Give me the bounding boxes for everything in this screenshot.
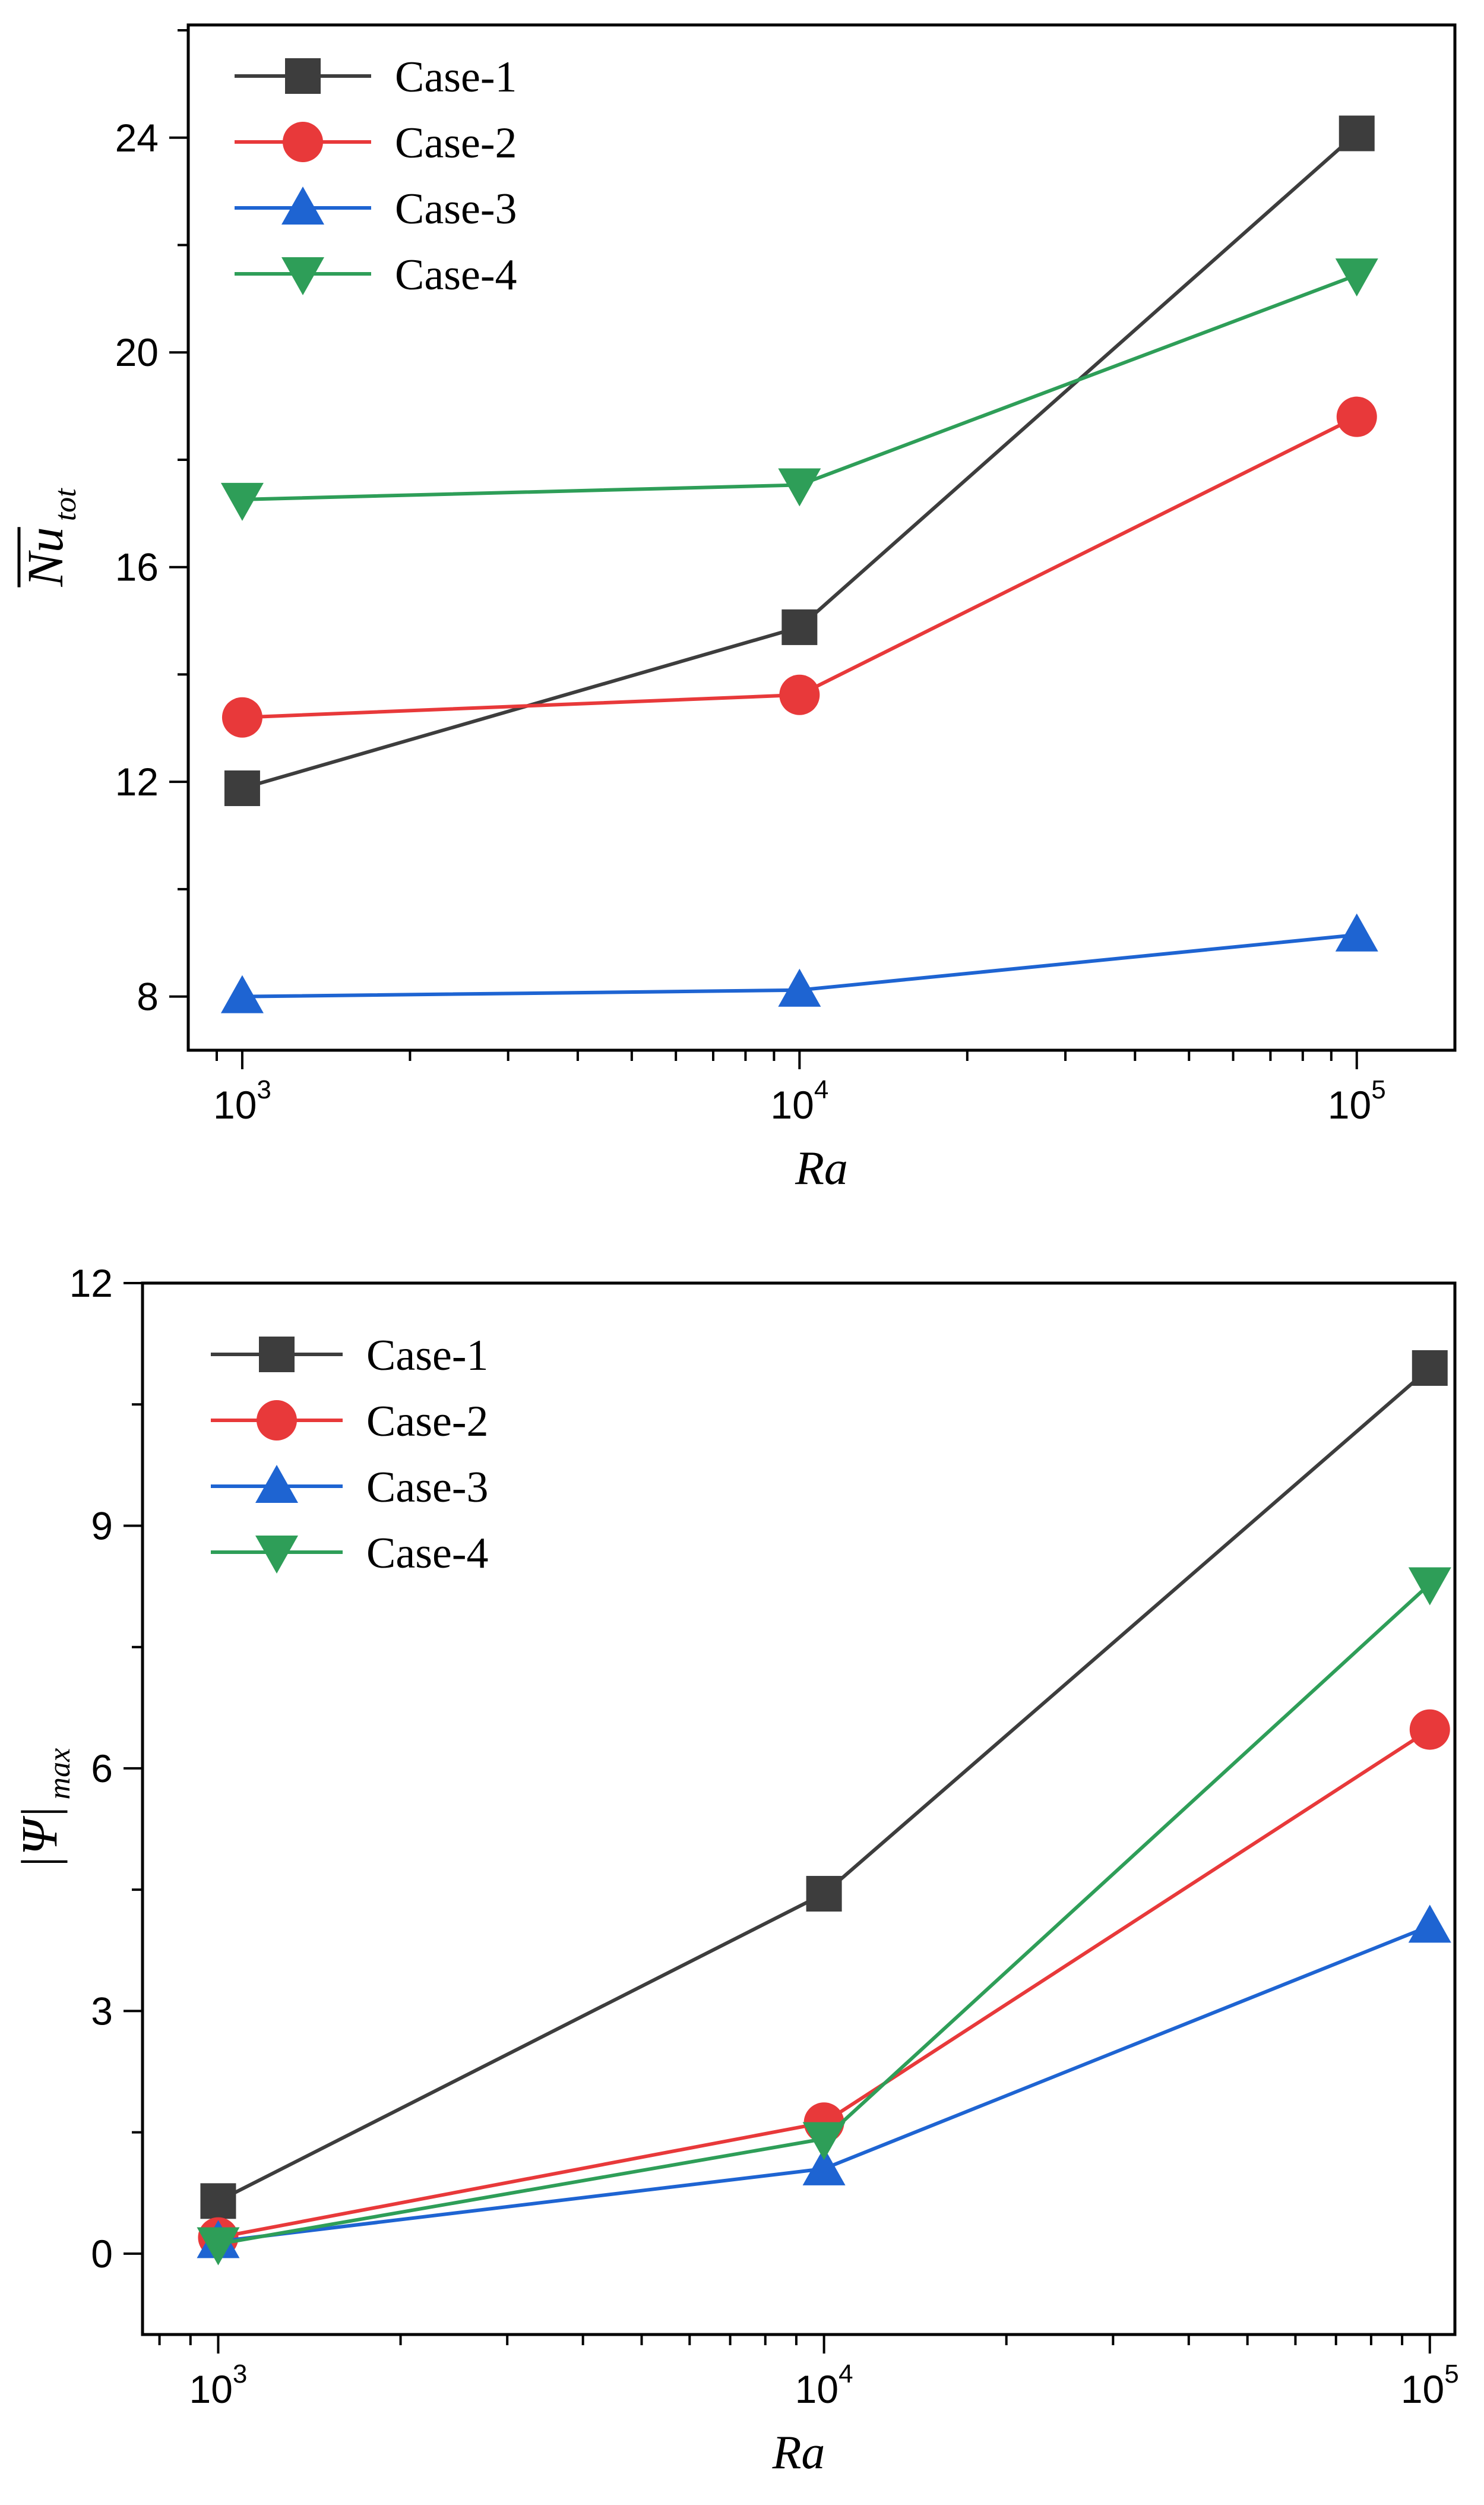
series-case-4 [220, 258, 1378, 521]
legend-label: Case-3 [366, 1463, 489, 1512]
y-tick-label: 9 [91, 1503, 113, 1547]
legend-marker [285, 58, 321, 94]
legend-item: Case-2 [211, 1397, 489, 1446]
legend-item: Case-2 [235, 119, 517, 168]
plot-frame [186, 23, 1457, 1052]
legend-label: Case-1 [366, 1331, 489, 1380]
data-point [1408, 1567, 1451, 1606]
y-tick-label: 16 [115, 545, 159, 589]
x-axis-title: Ra [772, 2427, 825, 2479]
legend-marker [281, 257, 324, 295]
x-tick-label: 104 [770, 1075, 828, 1127]
data-point [779, 674, 820, 715]
legend-marker [255, 1465, 298, 1503]
y-tick-label: 8 [137, 975, 159, 1019]
legend-item: Case-1 [235, 53, 517, 102]
legend-label: Case-4 [366, 1529, 489, 1578]
svg-text:Nutot: Nu tot [17, 488, 83, 587]
y-tick-label: 12 [115, 760, 159, 804]
y-axis-title: Nu tot [17, 488, 83, 587]
legend-label: Case-1 [395, 53, 517, 102]
plot-frame [141, 1281, 1457, 2336]
y-axis-title-sub: max [43, 1748, 77, 1800]
legend-label: Case-2 [395, 119, 517, 168]
legend: Case-1 Case-2 Case-3 Case-4 [211, 1331, 489, 1578]
data-point [222, 697, 262, 738]
x-tick-label: 105 [1328, 1075, 1386, 1127]
legend-item: Case-3 [235, 185, 517, 233]
y-tick-label: 24 [115, 116, 159, 160]
data-point [1339, 115, 1375, 151]
legend-marker [259, 1337, 295, 1372]
legend-item: Case-1 [211, 1331, 489, 1380]
data-point [1335, 913, 1378, 952]
legend-label: Case-2 [366, 1397, 489, 1446]
y-tick-label: 20 [115, 330, 159, 374]
data-point [778, 968, 821, 1007]
y-axis-title: |Ψ| max [11, 1748, 77, 1869]
data-point [1409, 1709, 1450, 1750]
legend-marker [281, 187, 324, 225]
data-point [806, 1875, 842, 1912]
x-tick-label: 104 [795, 2359, 853, 2411]
x-axis-title: Ra [795, 1142, 848, 1195]
x-tick-label: 103 [213, 1075, 271, 1127]
series-case-2 [222, 396, 1377, 738]
legend-label: Case-4 [395, 251, 517, 299]
series-case-1 [224, 115, 1375, 807]
data-point [1412, 1350, 1448, 1386]
chart-panel-1: 103 104 105812162024RaNutotCase-1Case-2Cas… [17, 23, 1457, 1195]
data-point [781, 609, 818, 645]
y-tick-label: 12 [69, 1261, 113, 1305]
legend-label: Case-3 [395, 185, 517, 233]
series-case-1 [200, 1350, 1448, 2219]
x-tick-label: 103 [189, 2359, 248, 2411]
svg-text:|Ψ|max: |Ψ| max [11, 1748, 77, 1869]
data-point [802, 2122, 846, 2160]
data-point [220, 482, 264, 521]
legend-item: Case-3 [211, 1463, 489, 1512]
chart-panel-2: 103 104 105036912Ra|Ψ|maxCase-1Case-2Case-… [11, 1261, 1459, 2479]
series-case-4 [197, 1567, 1451, 2266]
data-point [778, 468, 821, 507]
y-tick-label: 3 [91, 1989, 113, 2033]
data-point [220, 975, 264, 1013]
y-tick-label: 6 [91, 1746, 113, 1790]
legend-marker [255, 1536, 298, 1574]
data-point [224, 770, 260, 807]
legend-item: Case-4 [211, 1529, 489, 1578]
series-case-3 [220, 913, 1378, 1013]
legend: Case-1 Case-2 Case-3 Case-4 [235, 53, 517, 299]
y-axis-title-main: Nu [17, 527, 74, 587]
legend-marker [283, 122, 323, 162]
data-point [200, 2183, 236, 2219]
data-point [197, 2227, 240, 2266]
data-point [1335, 258, 1378, 297]
y-axis-title-main: |Ψ| [11, 1805, 68, 1869]
data-point [802, 2147, 846, 2185]
data-point [1408, 1904, 1451, 1943]
series-case-3 [197, 1904, 1451, 2258]
y-axis-title-sub: tot [49, 488, 83, 521]
x-tick-label: 105 [1401, 2359, 1459, 2411]
legend-item: Case-4 [235, 251, 517, 299]
legend-marker [257, 1400, 297, 1441]
data-point [1336, 396, 1377, 437]
y-tick-label: 0 [91, 2232, 113, 2276]
